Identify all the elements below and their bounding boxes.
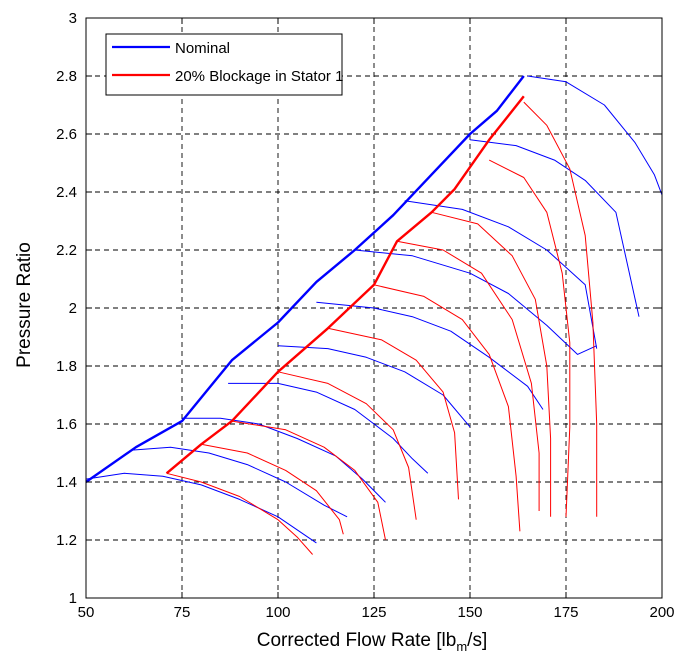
speed-line-5 (277, 345, 471, 428)
y-tick-label: 2 (69, 300, 77, 317)
speed-line-11 (166, 472, 313, 555)
speed-line-2 (85, 446, 348, 518)
x-tick-label: 100 (265, 604, 290, 621)
speed-line-1 (85, 472, 317, 544)
y-tick-label: 1.6 (56, 416, 77, 433)
speed-line-16 (373, 284, 521, 532)
legend-label-nominal: Nominal (175, 40, 230, 57)
speed-line-19 (488, 159, 571, 517)
operating-lines-group (85, 75, 525, 483)
speed-lines-group (85, 75, 663, 555)
x-tick-label: 75 (174, 604, 191, 621)
speed-line-7 (354, 249, 597, 355)
y-tick-label: 1.4 (56, 474, 77, 491)
speed-line-15 (327, 327, 459, 500)
legend-box (105, 33, 343, 96)
x-axis-label-main: Corrected Flow Rate [lb (257, 630, 457, 651)
x-axis-label-tail: /s] (467, 630, 487, 651)
x-tick-label: 150 (457, 604, 482, 621)
y-tick-label: 1.8 (56, 358, 77, 375)
x-axis-label: Corrected Flow Rate [lbm/s] (257, 630, 487, 654)
speed-line-10 (527, 75, 663, 196)
speed-line-13 (231, 420, 386, 541)
y-tick-label: 2.4 (56, 184, 77, 201)
speed-line-4 (228, 382, 429, 474)
y-tick-label: 1.2 (56, 532, 77, 549)
y-tick-labels: 1 1.2 1.4 1.6 1.8 2 2.2 2.4 2.6 2.8 3 (56, 10, 77, 607)
speed-line-18 (431, 211, 552, 517)
speed-line-12 (201, 443, 344, 535)
y-tick-label: 2.8 (56, 68, 77, 85)
speed-line-3 (182, 417, 386, 503)
x-tick-label: 50 (78, 604, 95, 621)
legend-label-blockage: 20% Blockage in Stator 1 (175, 68, 343, 85)
series-line-blockage (165, 95, 525, 475)
x-axis-label-sub: m (456, 639, 467, 654)
y-tick-label: 3 (69, 10, 77, 27)
series-line-nominal (85, 75, 525, 483)
speed-line-14 (277, 371, 417, 520)
y-tick-label: 2.6 (56, 126, 77, 143)
axes-group (85, 17, 663, 599)
speed-line-20 (523, 101, 598, 517)
legend: Nominal 20% Blockage in Stator 1 (105, 33, 343, 96)
speed-line-8 (404, 200, 598, 349)
x-tick-label: 175 (553, 604, 578, 621)
x-tick-labels: 50 75 100 125 150 175 200 (78, 604, 675, 621)
y-tick-label: 2.2 (56, 242, 77, 259)
speed-line-6 (316, 301, 544, 410)
x-tick-label: 200 (649, 604, 674, 621)
speed-line-17 (396, 240, 540, 511)
y-tick-label: 1 (69, 590, 77, 607)
x-tick-label: 125 (361, 604, 386, 621)
y-axis-label: Pressure Ratio (14, 242, 35, 368)
